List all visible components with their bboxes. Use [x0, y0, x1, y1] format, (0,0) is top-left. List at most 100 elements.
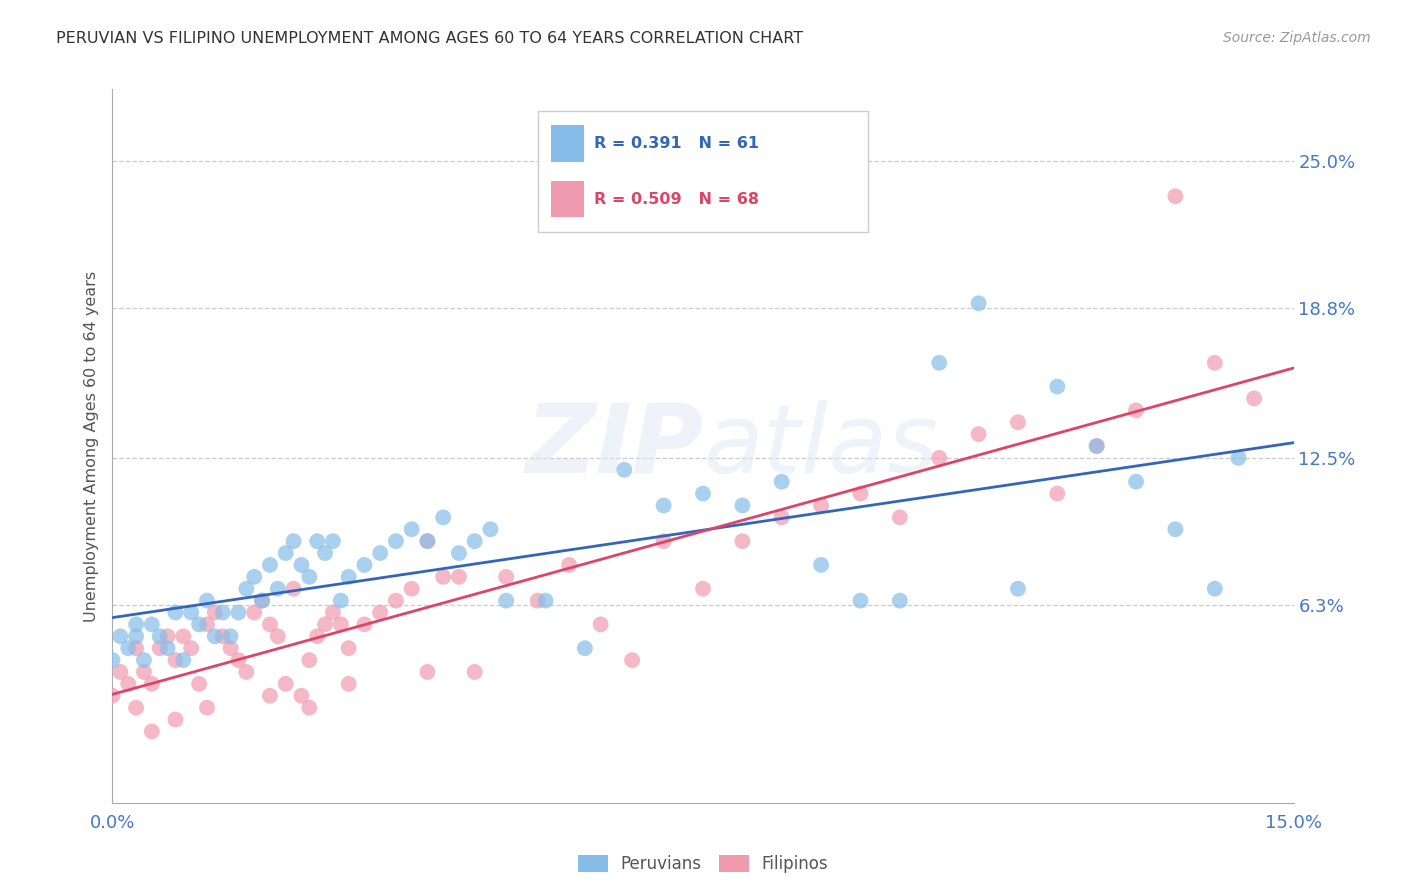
- Point: [1085, 439, 1108, 453]
- Point: [180, 606, 202, 620]
- Point: [172, 629, 194, 643]
- Point: [810, 499, 832, 513]
- Point: [337, 641, 360, 656]
- Point: [353, 617, 375, 632]
- Point: [117, 641, 139, 656]
- Point: [195, 700, 218, 714]
- Point: [267, 629, 290, 643]
- Point: [180, 641, 202, 656]
- Point: [243, 606, 266, 620]
- Point: [1164, 522, 1187, 536]
- Text: Source: ZipAtlas.com: Source: ZipAtlas.com: [1223, 31, 1371, 45]
- Point: [156, 629, 179, 643]
- Point: [574, 641, 596, 656]
- Point: [149, 641, 172, 656]
- Point: [314, 546, 336, 560]
- Point: [464, 665, 486, 679]
- Point: [165, 713, 187, 727]
- Point: [770, 475, 793, 489]
- Point: [101, 653, 124, 667]
- Point: [283, 582, 305, 596]
- Point: [967, 427, 990, 442]
- Point: [322, 534, 344, 549]
- Point: [479, 522, 502, 536]
- Point: [849, 593, 872, 607]
- Point: [290, 558, 312, 572]
- Point: [526, 593, 548, 607]
- Point: [283, 534, 305, 549]
- Point: [447, 546, 470, 560]
- Point: [250, 593, 273, 607]
- Text: ZIP: ZIP: [524, 400, 703, 492]
- Point: [495, 570, 517, 584]
- Text: PERUVIAN VS FILIPINO UNEMPLOYMENT AMONG AGES 60 TO 64 YEARS CORRELATION CHART: PERUVIAN VS FILIPINO UNEMPLOYMENT AMONG …: [56, 31, 803, 46]
- Point: [810, 558, 832, 572]
- Point: [125, 641, 148, 656]
- Point: [385, 593, 408, 607]
- Point: [613, 463, 636, 477]
- Point: [1204, 356, 1226, 370]
- Legend: Peruvians, Filipinos: Peruvians, Filipinos: [571, 848, 835, 880]
- Point: [243, 570, 266, 584]
- Point: [298, 653, 321, 667]
- Point: [889, 593, 911, 607]
- Point: [141, 677, 163, 691]
- Point: [1007, 415, 1029, 429]
- Point: [172, 653, 194, 667]
- Point: [322, 606, 344, 620]
- Point: [329, 593, 352, 607]
- Point: [770, 510, 793, 524]
- Point: [298, 570, 321, 584]
- Point: [314, 617, 336, 632]
- Point: [204, 606, 226, 620]
- Point: [534, 593, 557, 607]
- Point: [401, 582, 423, 596]
- Point: [353, 558, 375, 572]
- Point: [259, 617, 281, 632]
- Point: [195, 593, 218, 607]
- Point: [401, 522, 423, 536]
- Point: [274, 546, 297, 560]
- Point: [165, 653, 187, 667]
- Point: [195, 617, 218, 632]
- Point: [267, 582, 290, 596]
- Point: [125, 700, 148, 714]
- Point: [416, 534, 439, 549]
- Point: [1085, 439, 1108, 453]
- Point: [274, 677, 297, 691]
- Point: [228, 606, 250, 620]
- Point: [219, 641, 242, 656]
- Point: [849, 486, 872, 500]
- Point: [141, 617, 163, 632]
- Point: [967, 296, 990, 310]
- Point: [368, 606, 391, 620]
- Point: [447, 570, 470, 584]
- Point: [149, 629, 172, 643]
- Point: [692, 582, 714, 596]
- Point: [298, 700, 321, 714]
- Point: [259, 558, 281, 572]
- Point: [156, 641, 179, 656]
- Point: [621, 653, 644, 667]
- Point: [329, 617, 352, 632]
- Point: [1046, 379, 1069, 393]
- Point: [558, 558, 581, 572]
- Point: [125, 617, 148, 632]
- Point: [692, 486, 714, 500]
- Point: [211, 629, 233, 643]
- Point: [1227, 450, 1250, 465]
- Point: [385, 534, 408, 549]
- Point: [432, 510, 454, 524]
- Point: [101, 689, 124, 703]
- Point: [1125, 475, 1147, 489]
- Point: [337, 677, 360, 691]
- Point: [188, 677, 211, 691]
- Point: [928, 356, 950, 370]
- Point: [368, 546, 391, 560]
- Point: [1204, 582, 1226, 596]
- Point: [132, 665, 155, 679]
- Point: [432, 570, 454, 584]
- Point: [235, 665, 257, 679]
- Point: [117, 677, 139, 691]
- Point: [132, 653, 155, 667]
